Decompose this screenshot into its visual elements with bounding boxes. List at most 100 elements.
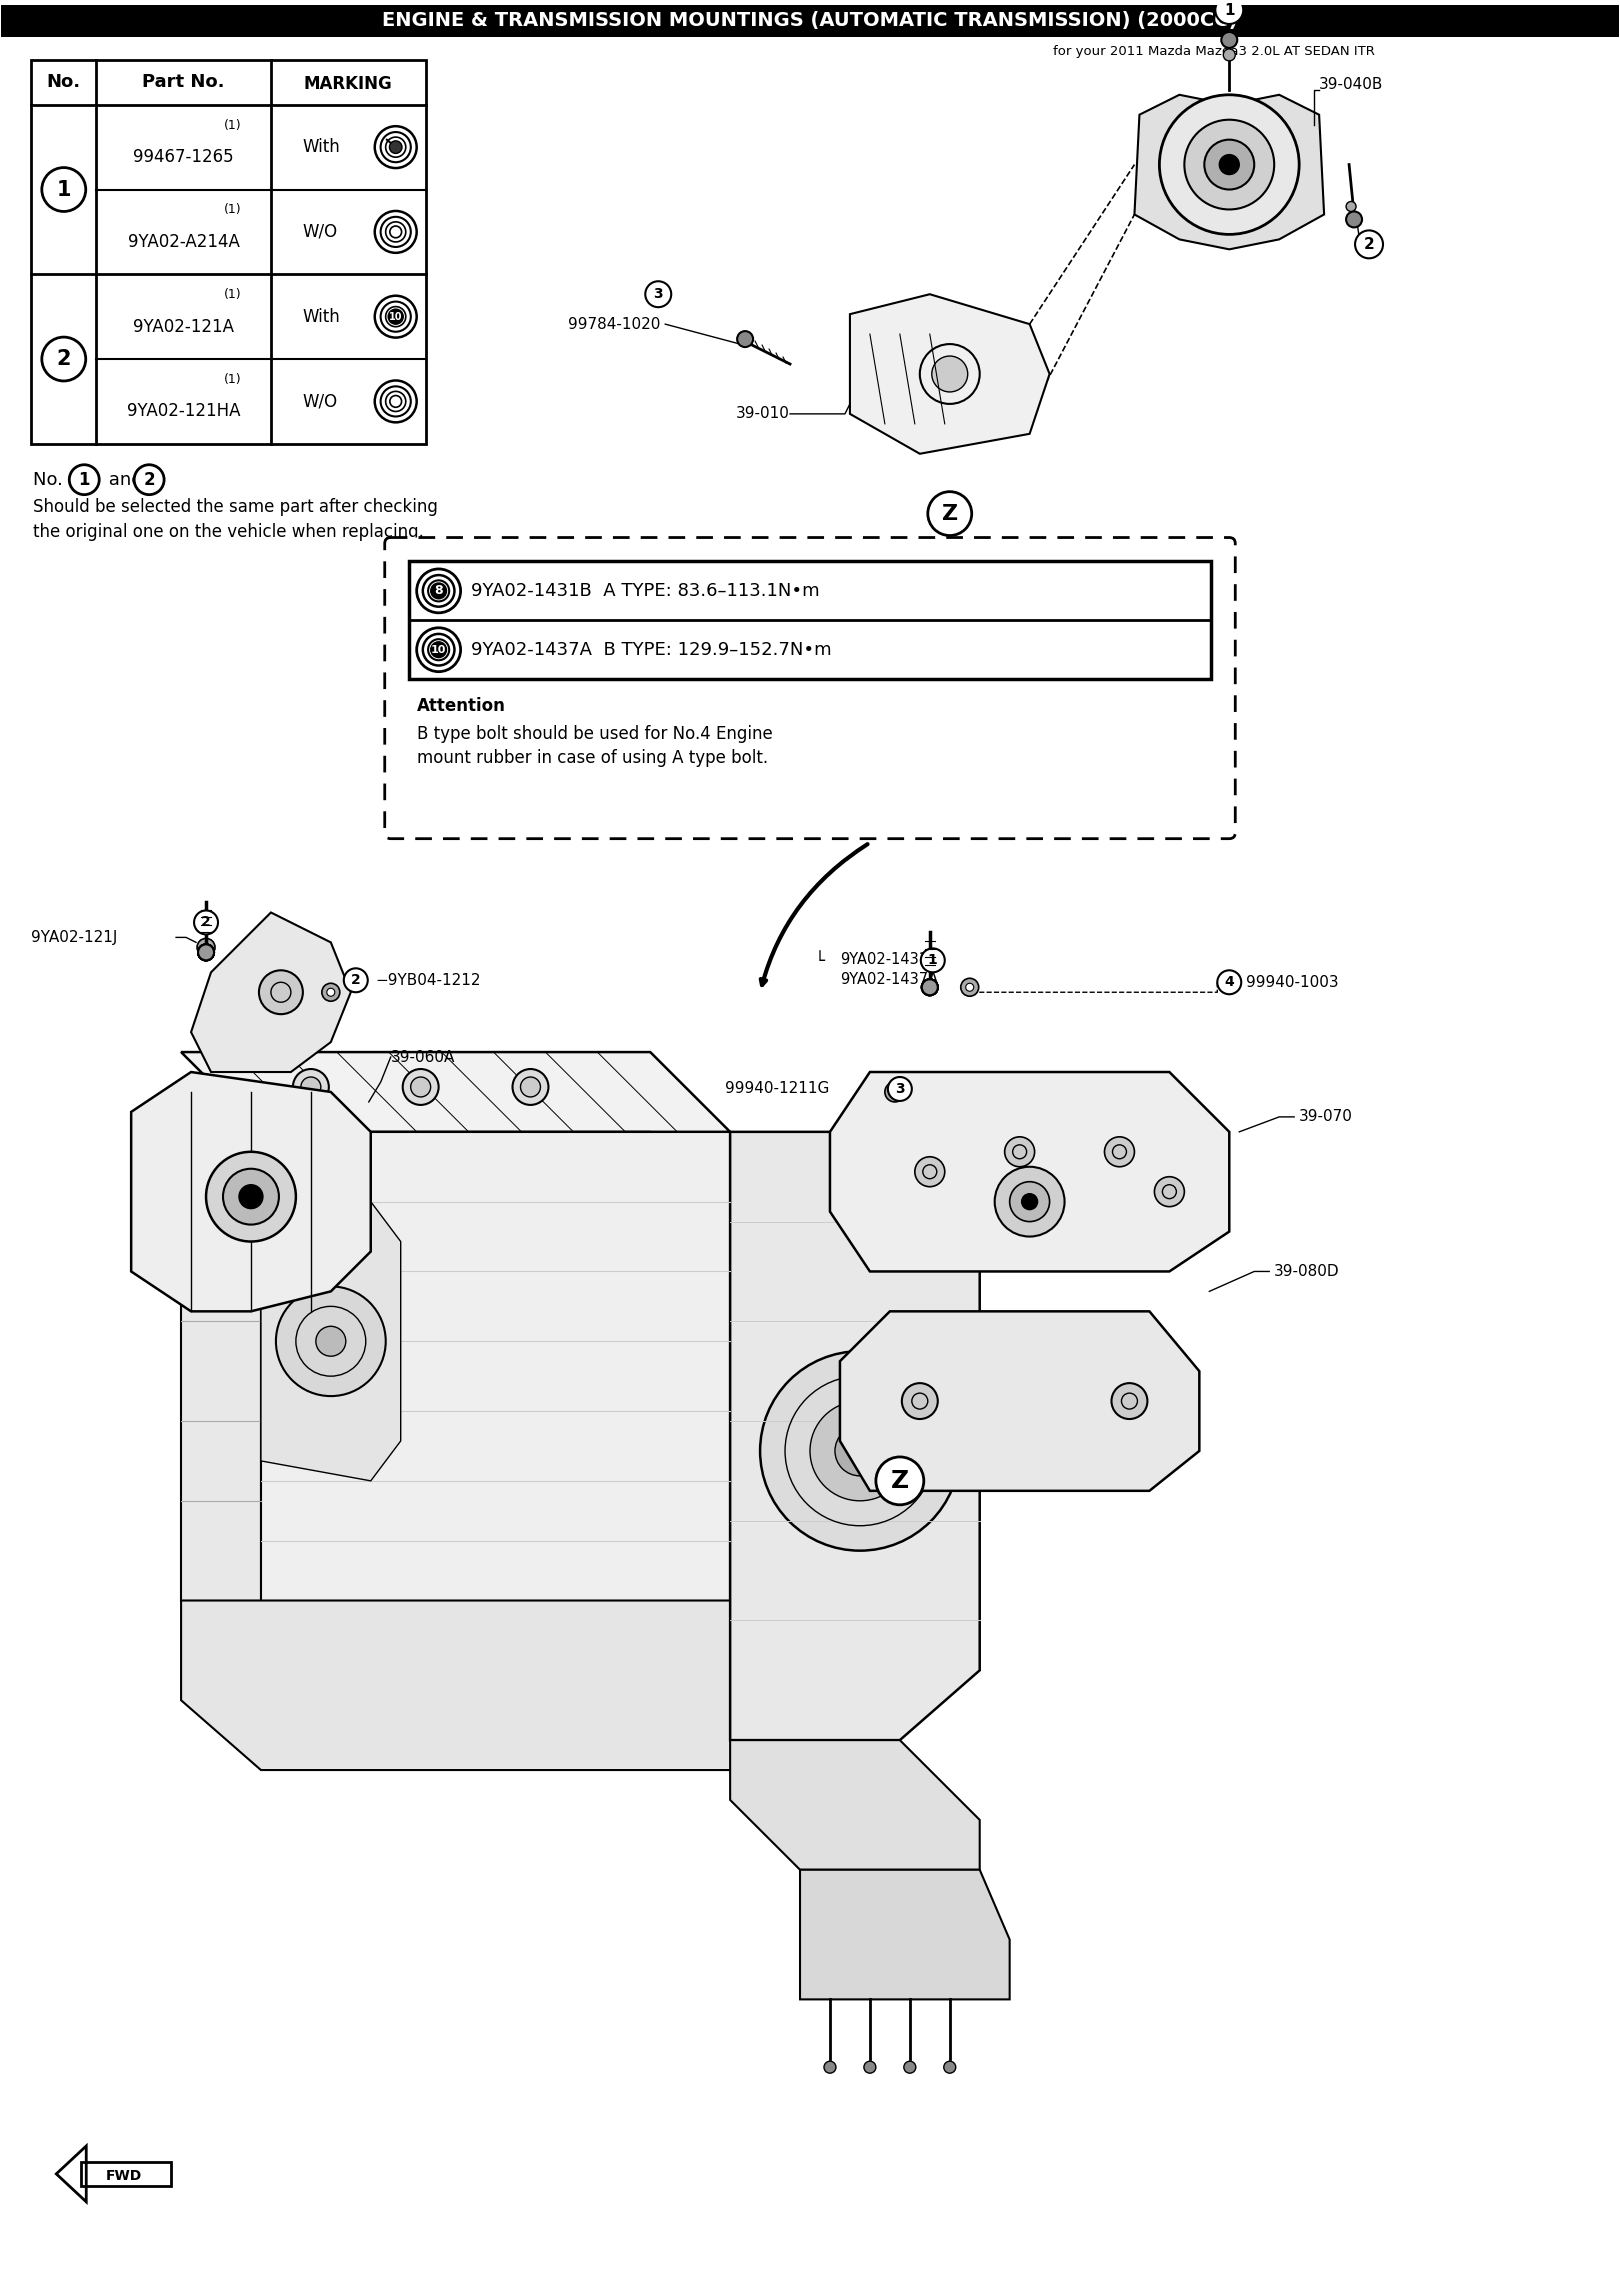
Text: 10: 10	[431, 644, 447, 655]
Text: No.: No.	[47, 73, 81, 91]
Text: (1): (1)	[224, 118, 241, 132]
Text: 9YA02-121J: 9YA02-121J	[31, 931, 118, 945]
Text: 9YA02-A214A: 9YA02-A214A	[128, 232, 240, 250]
Circle shape	[1346, 212, 1362, 228]
Circle shape	[922, 979, 938, 995]
Polygon shape	[839, 1311, 1199, 1491]
Circle shape	[915, 1156, 944, 1186]
Text: 2: 2	[143, 471, 156, 489]
Circle shape	[431, 642, 447, 658]
Text: 2: 2	[352, 974, 361, 988]
Text: 99940-1003: 99940-1003	[1246, 974, 1338, 990]
Circle shape	[1204, 139, 1254, 189]
Polygon shape	[181, 1052, 731, 1131]
Bar	[2, 5, 1618, 36]
Circle shape	[240, 1186, 262, 1209]
Circle shape	[760, 1352, 959, 1550]
Circle shape	[520, 1077, 541, 1097]
Circle shape	[920, 949, 944, 972]
Circle shape	[1221, 32, 1238, 48]
Circle shape	[198, 945, 214, 960]
Text: 39-010: 39-010	[735, 407, 791, 421]
Circle shape	[876, 1457, 923, 1504]
Circle shape	[737, 330, 753, 346]
Circle shape	[198, 945, 214, 960]
Circle shape	[206, 1152, 296, 1240]
Circle shape	[198, 945, 214, 960]
Circle shape	[198, 938, 215, 956]
Circle shape	[995, 1168, 1064, 1236]
Text: └: └	[815, 951, 825, 970]
Circle shape	[301, 1193, 361, 1252]
Text: Z: Z	[941, 503, 957, 523]
Circle shape	[134, 464, 164, 494]
Polygon shape	[850, 294, 1050, 453]
Circle shape	[834, 1427, 885, 1475]
Bar	[408, 562, 1212, 678]
Polygon shape	[829, 1072, 1230, 1272]
Polygon shape	[191, 913, 352, 1072]
Circle shape	[1004, 1136, 1035, 1168]
Text: 2: 2	[201, 915, 211, 929]
Text: 3: 3	[653, 287, 663, 300]
Circle shape	[1223, 48, 1236, 61]
Polygon shape	[731, 1131, 980, 1741]
Circle shape	[904, 2062, 915, 2073]
Circle shape	[825, 2062, 836, 2073]
Text: B type bolt should be used for No.4 Engine: B type bolt should be used for No.4 Engi…	[416, 726, 773, 742]
Circle shape	[810, 1402, 910, 1500]
Text: 1: 1	[57, 180, 71, 200]
Circle shape	[198, 945, 214, 960]
Circle shape	[1184, 121, 1275, 209]
Text: 39-060A: 39-060A	[390, 1049, 455, 1065]
Circle shape	[888, 1077, 912, 1102]
Circle shape	[224, 1170, 279, 1224]
Circle shape	[922, 979, 938, 995]
Circle shape	[389, 310, 403, 323]
Polygon shape	[261, 1131, 731, 1600]
Circle shape	[389, 141, 402, 152]
Text: ENGINE & TRANSMISSION MOUNTINGS (AUTOMATIC TRANSMISSION) (2000CC): ENGINE & TRANSMISSION MOUNTINGS (AUTOMAT…	[382, 11, 1238, 30]
Circle shape	[1354, 230, 1383, 257]
Text: 9YA02-1431B  A TYPE: 83.6–113.1N•m: 9YA02-1431B A TYPE: 83.6–113.1N•m	[470, 583, 820, 601]
Text: MARKING: MARKING	[305, 75, 392, 93]
Circle shape	[431, 583, 447, 599]
Text: W/O: W/O	[303, 391, 339, 410]
Text: 9YA02-121A: 9YA02-121A	[133, 319, 233, 335]
Text: (1): (1)	[224, 373, 241, 387]
Circle shape	[293, 1070, 329, 1104]
Circle shape	[931, 355, 967, 391]
Circle shape	[1346, 203, 1356, 212]
Circle shape	[885, 1081, 906, 1102]
Circle shape	[1160, 96, 1299, 234]
Text: 2: 2	[1364, 237, 1374, 253]
Circle shape	[1105, 1136, 1134, 1168]
Text: mount rubber in case of using A type bolt.: mount rubber in case of using A type bol…	[416, 749, 768, 767]
Text: 2: 2	[57, 348, 71, 369]
Text: 9YA02-1431B: 9YA02-1431B	[839, 951, 938, 967]
Polygon shape	[1134, 96, 1324, 250]
Circle shape	[198, 945, 214, 960]
Text: 99467-1265: 99467-1265	[133, 148, 233, 166]
Polygon shape	[731, 1741, 980, 1871]
Circle shape	[1215, 0, 1243, 25]
Circle shape	[275, 1286, 386, 1395]
Circle shape	[1022, 1193, 1037, 1209]
Circle shape	[202, 945, 209, 951]
Circle shape	[922, 979, 938, 995]
Text: and: and	[104, 471, 149, 489]
Circle shape	[1009, 1181, 1050, 1222]
Text: W/O: W/O	[303, 223, 339, 241]
Text: Z: Z	[891, 1468, 909, 1493]
Polygon shape	[800, 1871, 1009, 1998]
Text: Attention: Attention	[416, 696, 505, 715]
Text: 1: 1	[78, 471, 91, 489]
Circle shape	[322, 983, 340, 1001]
Circle shape	[326, 1215, 337, 1227]
Text: (1): (1)	[224, 203, 241, 216]
Text: 39-080D: 39-080D	[1275, 1263, 1340, 1279]
Text: 8: 8	[434, 585, 442, 596]
Circle shape	[863, 2062, 876, 2073]
Polygon shape	[261, 1202, 400, 1482]
Text: Should be selected the same part after checking: Should be selected the same part after c…	[34, 498, 437, 517]
